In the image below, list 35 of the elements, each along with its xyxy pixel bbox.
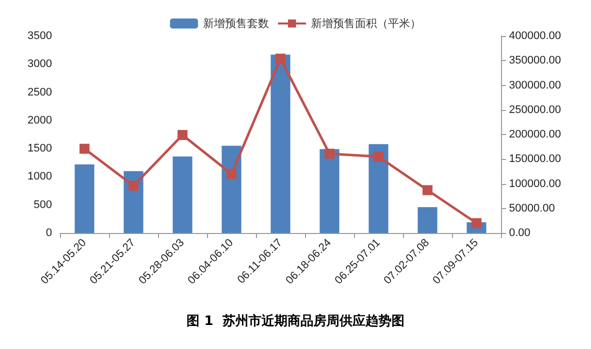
y2-tick-label: 300000.00 bbox=[509, 79, 561, 92]
bar bbox=[74, 164, 94, 233]
bar bbox=[172, 156, 192, 233]
point bbox=[374, 152, 384, 162]
bar bbox=[368, 144, 388, 233]
y2-tick-label: 150000.00 bbox=[509, 153, 561, 166]
bar bbox=[418, 207, 438, 233]
y-tick-label: 3000 bbox=[28, 58, 52, 70]
bar bbox=[320, 149, 340, 233]
y2-tick-label: 250000.00 bbox=[509, 104, 561, 116]
text: 图 1 苏州市近期商品房周供应趋势图 bbox=[186, 313, 404, 329]
y2-tick-label: 200000.00 bbox=[509, 128, 561, 140]
y-tick-label: 1500 bbox=[28, 142, 52, 155]
bar bbox=[270, 54, 290, 233]
y2-tick-label: 100000.00 bbox=[509, 178, 561, 190]
y2-tick-label: 0.00 bbox=[509, 227, 530, 239]
y2-tick-label: 350000.00 bbox=[509, 54, 561, 67]
y-tick-label: 2500 bbox=[28, 86, 52, 98]
point bbox=[128, 180, 138, 191]
bar bbox=[222, 146, 242, 233]
point bbox=[226, 168, 236, 179]
y-tick-label: 500 bbox=[34, 198, 52, 211]
legend-label: 新增预售面积（平米） bbox=[311, 17, 421, 30]
y-tick-label: 3500 bbox=[28, 30, 52, 42]
point bbox=[178, 130, 188, 140]
y2-tick-label: 50000.00 bbox=[509, 202, 555, 214]
y2-tick-label: 400000.00 bbox=[509, 30, 561, 42]
y-tick-label: 1000 bbox=[28, 170, 52, 183]
y-tick-label: 2000 bbox=[28, 114, 52, 126]
legend-label: 新增预售套数 bbox=[203, 17, 269, 30]
point bbox=[324, 148, 334, 159]
point bbox=[276, 54, 286, 64]
y-tick-label: 0 bbox=[46, 227, 52, 239]
point bbox=[80, 144, 90, 154]
point bbox=[422, 185, 432, 196]
